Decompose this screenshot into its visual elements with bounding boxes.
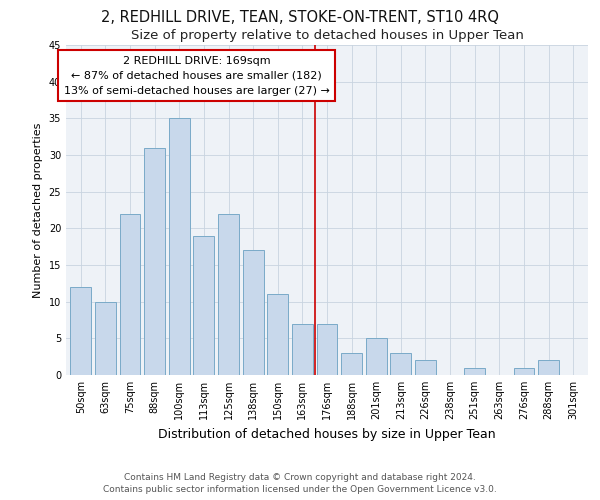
Bar (193, 236, 214, 375)
Y-axis label: Number of detached properties: Number of detached properties (33, 122, 43, 298)
Bar (70, 287, 91, 375)
Bar (144, 148, 165, 375)
Bar (366, 338, 387, 375)
Title: Size of property relative to detached houses in Upper Tean: Size of property relative to detached ho… (131, 30, 523, 43)
Bar (464, 368, 485, 375)
Bar (317, 324, 337, 375)
Bar (218, 214, 239, 375)
Bar (242, 250, 263, 375)
X-axis label: Distribution of detached houses by size in Upper Tean: Distribution of detached houses by size … (158, 428, 496, 440)
Bar (415, 360, 436, 375)
Bar (95, 302, 116, 375)
Bar (292, 324, 313, 375)
Bar (514, 368, 535, 375)
Text: Contains HM Land Registry data © Crown copyright and database right 2024.
Contai: Contains HM Land Registry data © Crown c… (103, 472, 497, 494)
Bar (391, 353, 412, 375)
Bar (119, 214, 140, 375)
Text: 2 REDHILL DRIVE: 169sqm
← 87% of detached houses are smaller (182)
13% of semi-d: 2 REDHILL DRIVE: 169sqm ← 87% of detache… (64, 56, 329, 96)
Text: 2, REDHILL DRIVE, TEAN, STOKE-ON-TRENT, ST10 4RQ: 2, REDHILL DRIVE, TEAN, STOKE-ON-TRENT, … (101, 10, 499, 25)
Bar (267, 294, 288, 375)
Bar (169, 118, 190, 375)
Bar (538, 360, 559, 375)
Bar (341, 353, 362, 375)
